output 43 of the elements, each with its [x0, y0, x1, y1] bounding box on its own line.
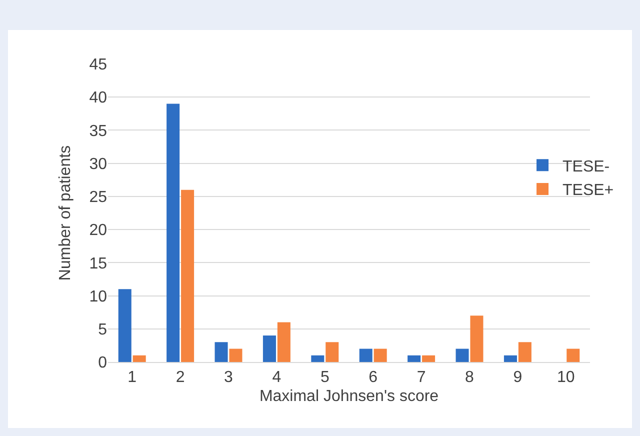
bar: [262, 336, 276, 362]
y-axis-title: Number of patients: [57, 145, 74, 281]
x-tick-label: 8: [465, 369, 474, 386]
bar: [374, 348, 387, 362]
bar: [518, 342, 532, 362]
x-tick-label: 3: [224, 369, 234, 386]
x-axis-title: Maximal Johnsen's score: [259, 388, 439, 405]
bar: [456, 348, 469, 362]
y-tick-label: 0: [98, 354, 108, 372]
bar: [118, 289, 132, 362]
bar: [229, 348, 242, 362]
bar: [566, 348, 580, 362]
bar: [470, 316, 484, 362]
bar: [132, 355, 146, 362]
bar: [422, 355, 436, 362]
y-tick-label: 30: [89, 156, 108, 173]
bar: [311, 355, 324, 362]
y-tick-label: 5: [98, 321, 108, 338]
bar: [326, 342, 339, 362]
x-tick-label: 6: [368, 369, 378, 386]
bar: [166, 104, 180, 362]
bar: [181, 190, 194, 362]
x-tick-label: 7: [416, 369, 426, 386]
bar: [504, 355, 517, 362]
y-tick-label: 15: [89, 255, 108, 272]
legend-label: TESE-: [562, 158, 610, 176]
y-tick-label: 45: [89, 56, 108, 74]
y-tick-label: 10: [89, 288, 108, 306]
bar: [214, 342, 228, 362]
x-tick-label: 9: [513, 369, 522, 386]
y-tick-label: 25: [89, 189, 108, 206]
x-tick-label: 4: [272, 369, 282, 386]
legend-label: TESE+: [562, 182, 614, 200]
x-tick-label: 2: [176, 369, 185, 386]
x-tick-label: 10: [557, 369, 575, 386]
bar: [359, 348, 372, 362]
y-tick-label: 35: [89, 122, 108, 140]
y-tick-label: 20: [89, 222, 108, 240]
bar: [408, 355, 421, 362]
bar: [277, 322, 290, 362]
y-tick-label: 40: [89, 90, 108, 107]
x-tick-label: 5: [320, 369, 330, 386]
x-tick-label: 1: [128, 369, 137, 386]
